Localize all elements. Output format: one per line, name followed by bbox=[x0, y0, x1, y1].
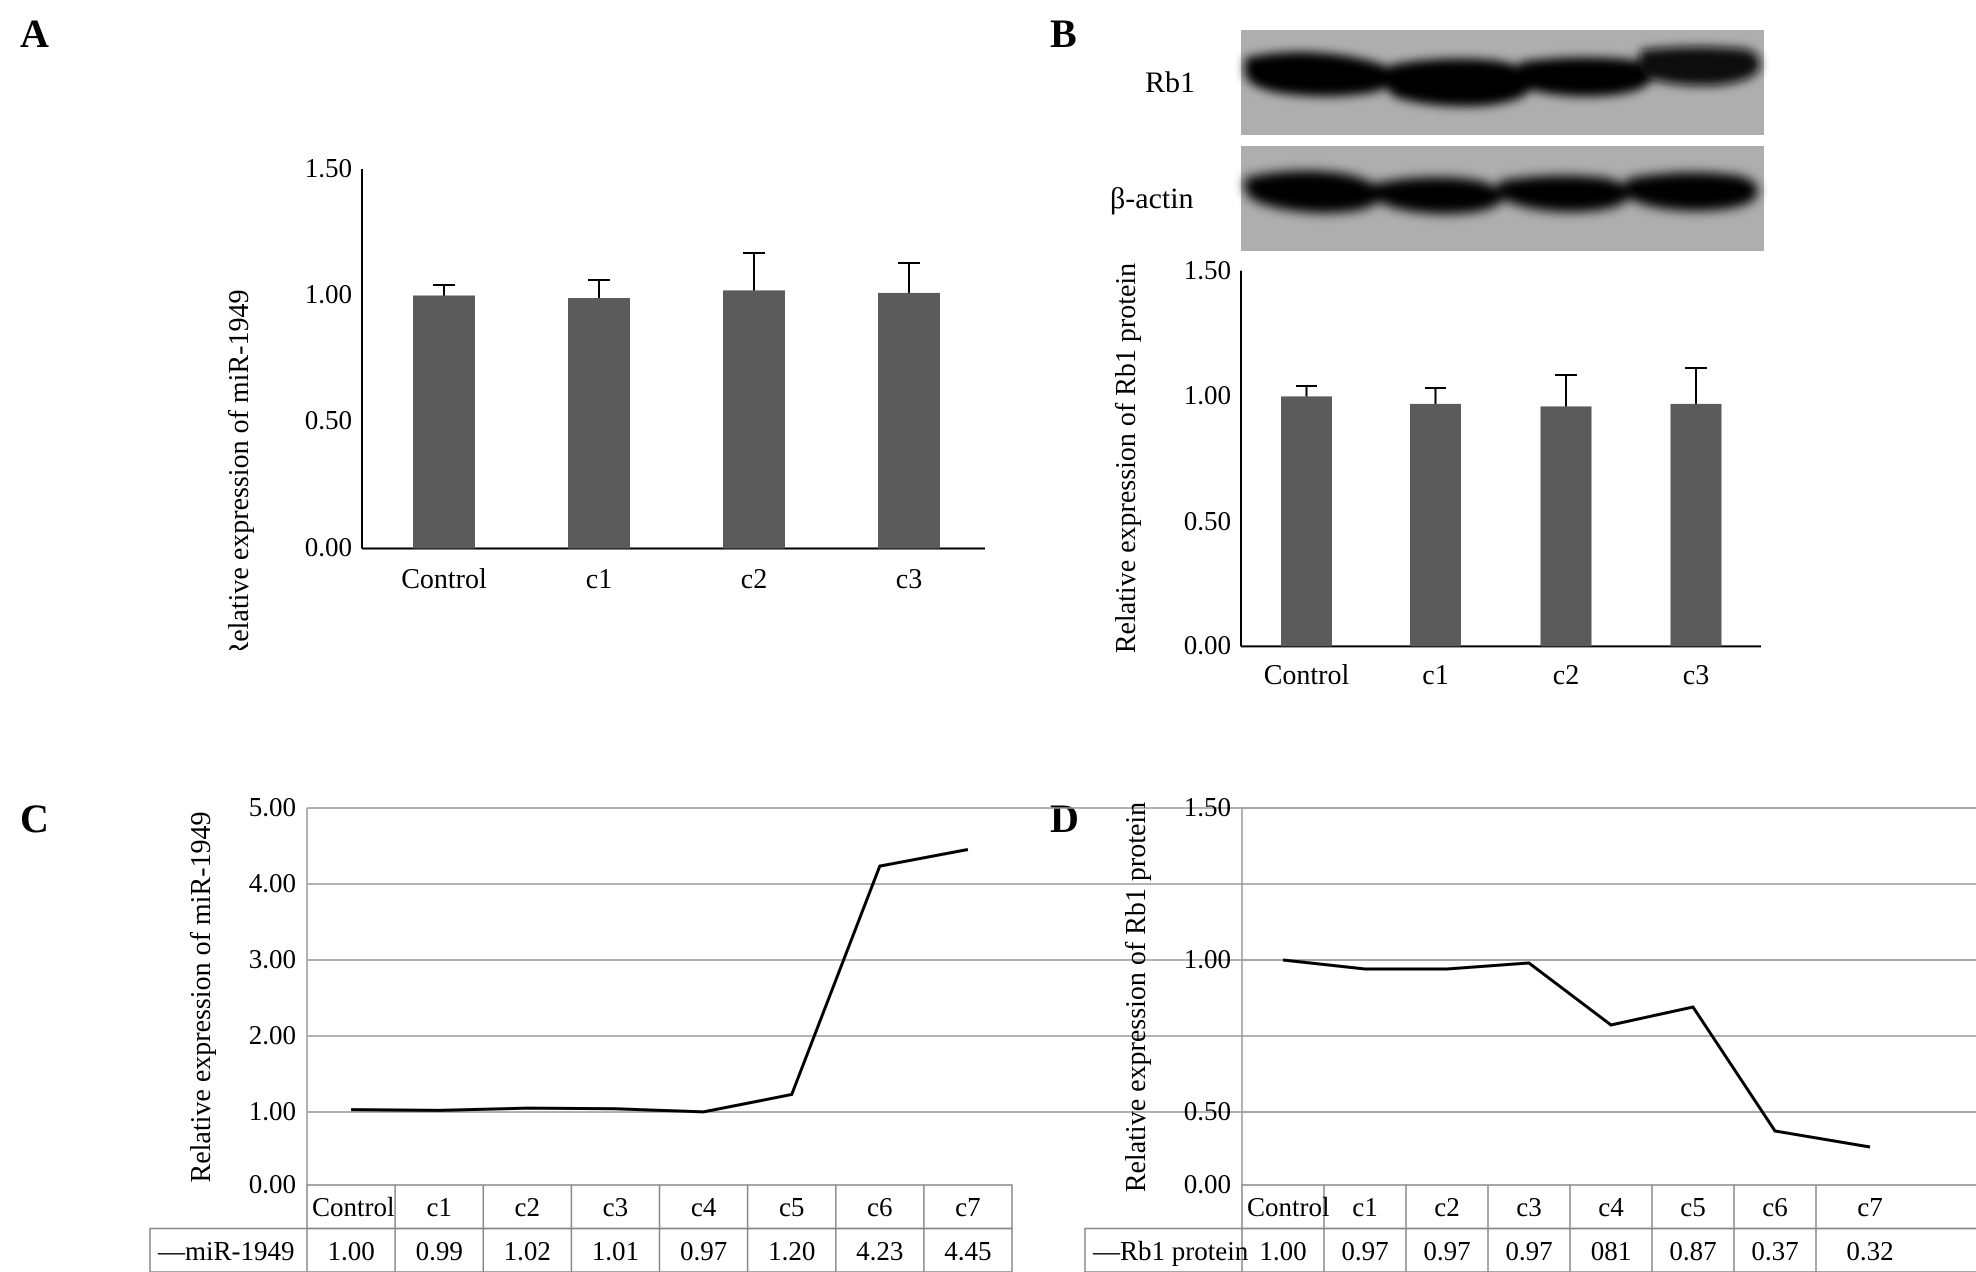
svg-text:0.50: 0.50 bbox=[1184, 1096, 1231, 1126]
svg-text:0.32: 0.32 bbox=[1846, 1236, 1893, 1266]
svg-text:c6: c6 bbox=[1762, 1192, 1787, 1222]
svg-text:0.97: 0.97 bbox=[1423, 1236, 1470, 1266]
svg-text:—Rb1 protein: —Rb1 protein bbox=[1092, 1236, 1249, 1266]
svg-text:0.97: 0.97 bbox=[1505, 1236, 1552, 1266]
svg-text:c5: c5 bbox=[1680, 1192, 1705, 1222]
svg-text:1.00: 1.00 bbox=[1259, 1236, 1306, 1266]
svg-text:1.50: 1.50 bbox=[1184, 792, 1231, 822]
svg-text:081: 081 bbox=[1591, 1236, 1632, 1266]
svg-text:c2: c2 bbox=[1434, 1192, 1459, 1222]
svg-text:c3: c3 bbox=[1516, 1192, 1541, 1222]
svg-text:0.37: 0.37 bbox=[1751, 1236, 1798, 1266]
svg-text:1.50: 1.50 bbox=[1184, 255, 1231, 285]
svg-text:Relative expression of Rb1 pro: Relative expression of Rb1 protein bbox=[1121, 802, 1152, 1192]
svg-text:1.00: 1.00 bbox=[1184, 380, 1231, 410]
svg-text:c1: c1 bbox=[1352, 1192, 1377, 1222]
svg-text:0.97: 0.97 bbox=[1341, 1236, 1388, 1266]
svg-text:0.00: 0.00 bbox=[1184, 1169, 1231, 1199]
svg-text:c7: c7 bbox=[1857, 1192, 1882, 1222]
svg-text:0.50: 0.50 bbox=[1184, 506, 1231, 536]
svg-text:0.87: 0.87 bbox=[1669, 1236, 1716, 1266]
svg-text:Relative expression of Rb1 pro: Relative expression of Rb1 protein bbox=[1111, 263, 1142, 653]
svg-text:1.00: 1.00 bbox=[1184, 944, 1231, 974]
svg-text:c4: c4 bbox=[1598, 1192, 1624, 1222]
svg-text:Control: Control bbox=[1247, 1192, 1330, 1222]
